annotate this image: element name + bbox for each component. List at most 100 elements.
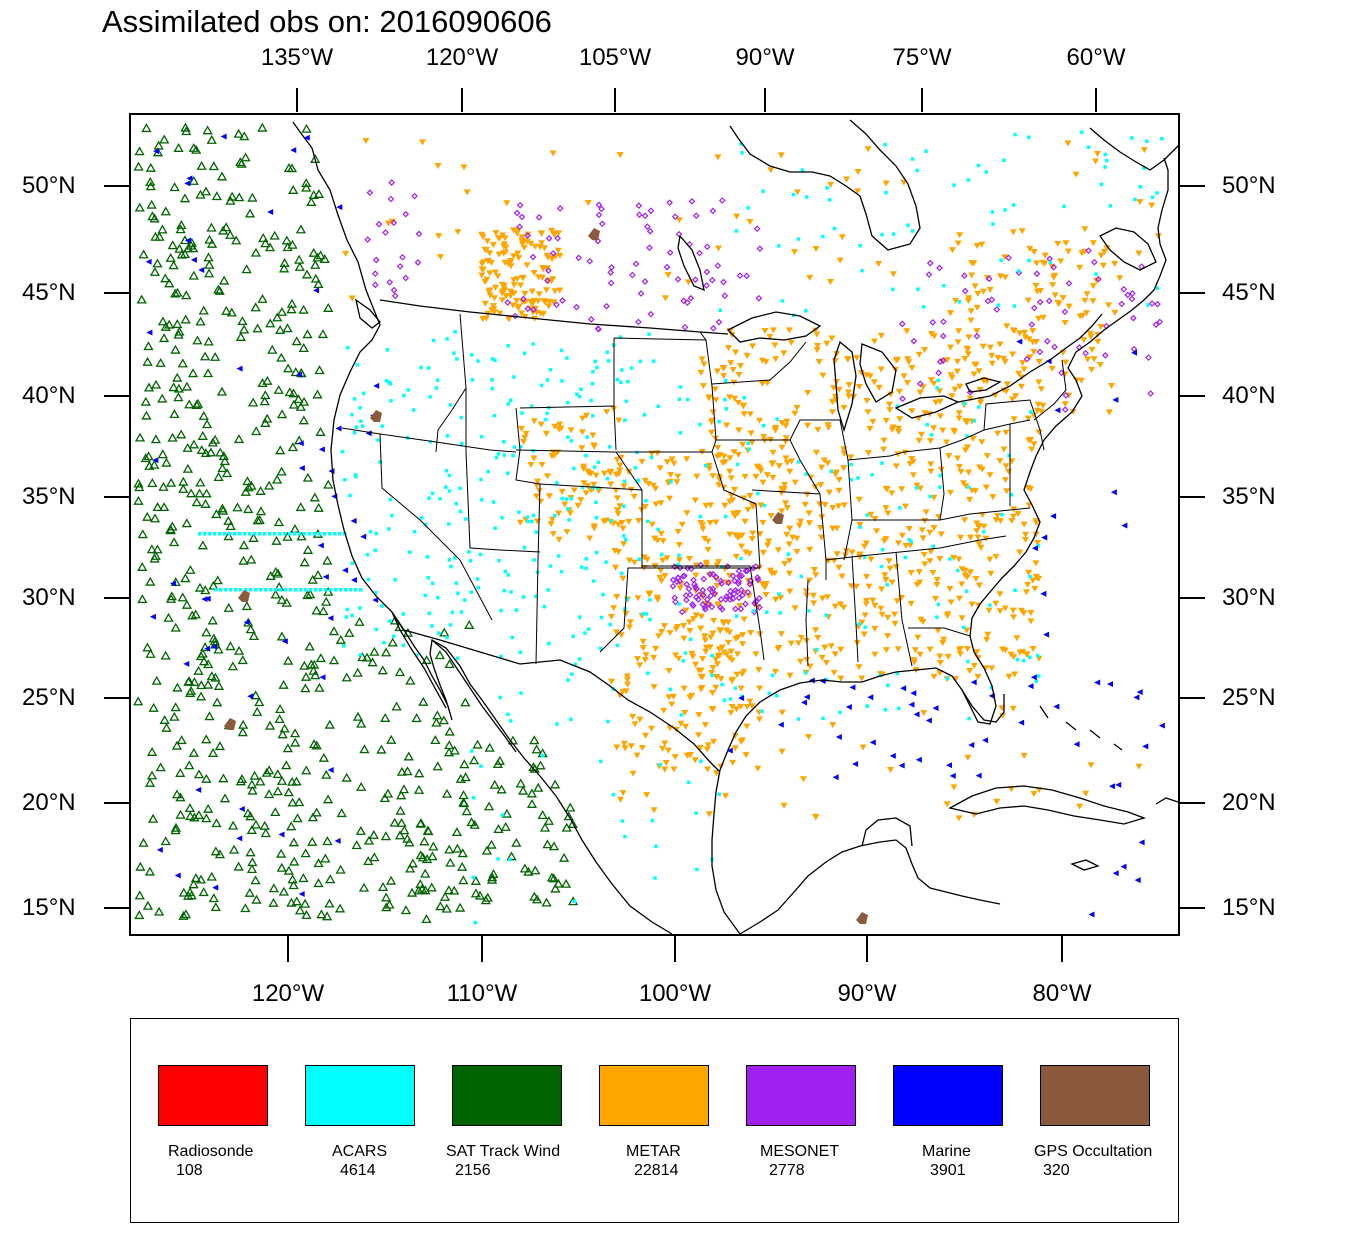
obs-point: [318, 752, 329, 762]
obs-point: [885, 401, 893, 408]
obs-point: [324, 898, 335, 908]
obs-point: [994, 430, 1002, 437]
obs-point: [298, 532, 302, 536]
obs-point: [926, 646, 934, 653]
obs-point: [754, 765, 762, 772]
obs-point: [799, 776, 807, 783]
obs-point: [375, 220, 383, 228]
obs-point: [985, 275, 993, 283]
obs-point: [419, 516, 424, 520]
obs-point: [1021, 658, 1026, 663]
obs-point: [623, 537, 628, 542]
obs-point: [616, 152, 624, 159]
obs-point: [191, 497, 202, 507]
obs-point: [328, 655, 340, 665]
obs-point: [770, 673, 775, 678]
obs-point: [619, 380, 623, 385]
obs-point: [703, 282, 710, 289]
obs-point: [368, 829, 379, 839]
obs-point: [735, 427, 743, 434]
obs-point: [498, 297, 506, 304]
obs-point: [275, 445, 286, 455]
obs-point: [210, 643, 217, 650]
left-lat-label: 15°N: [22, 894, 76, 921]
obs-point: [548, 256, 556, 263]
obs-point: [145, 258, 152, 265]
obs-point: [929, 318, 937, 326]
obs-point: [891, 620, 899, 627]
obs-point: [313, 532, 317, 536]
obs-point: [356, 718, 367, 728]
obs-point: [342, 567, 349, 574]
obs-point: [982, 484, 990, 491]
obs-point: [504, 299, 512, 306]
obs-point: [1026, 354, 1034, 361]
obs-point: [957, 646, 965, 653]
obs-point: [638, 359, 643, 364]
obs-point: [301, 123, 312, 133]
obs-point: [1133, 694, 1140, 701]
obs-point: [268, 532, 272, 536]
obs-point: [1093, 277, 1101, 284]
obs-point: [752, 651, 760, 658]
obs-point: [667, 471, 675, 478]
obs-point: [336, 808, 347, 818]
obs-point: [707, 634, 715, 641]
obs-point: [625, 624, 633, 631]
obs-point: [1120, 285, 1128, 293]
obs-point: [810, 567, 818, 574]
obs-point: [315, 250, 326, 260]
obs-point: [1080, 130, 1084, 135]
obs-point: [1083, 291, 1091, 298]
obs-point: [206, 222, 217, 232]
obs-point: [743, 272, 750, 280]
obs-point: [910, 337, 918, 345]
obs-point: [1034, 679, 1039, 683]
obs-point: [766, 567, 774, 574]
obs-point: [659, 552, 664, 557]
obs-point: [204, 259, 215, 269]
obs-point: [252, 706, 263, 716]
obs-point: [354, 474, 358, 479]
obs-point: [201, 813, 212, 823]
obs-point: [615, 643, 620, 648]
obs-point: [221, 222, 232, 232]
obs-point: [361, 652, 373, 662]
obs-point: [1024, 415, 1032, 422]
obs-point: [514, 305, 522, 312]
top-lon-label: 90°W: [735, 44, 795, 71]
obs-point: [350, 577, 357, 584]
obs-point: [865, 583, 873, 590]
obs-point: [287, 239, 298, 249]
obs-point: [852, 761, 859, 768]
obs-point: [955, 410, 963, 417]
obs-point: [759, 519, 767, 526]
obs-point: [185, 811, 196, 821]
legend-count-acars: 4614: [340, 1162, 376, 1179]
obs-point: [619, 571, 624, 576]
obs-point: [1048, 365, 1056, 372]
obs-point: [1099, 182, 1104, 187]
obs-point: [476, 359, 480, 363]
obs-point: [819, 372, 827, 379]
obs-point: [388, 382, 393, 386]
obs-point: [1087, 333, 1095, 340]
obs-point: [950, 554, 958, 561]
obs-point: [651, 485, 659, 492]
obs-point: [412, 529, 417, 534]
bottom-lon-label: 110°W: [446, 980, 518, 1007]
obs-point: [155, 357, 166, 367]
obs-point: [175, 767, 186, 777]
obs-point: [739, 441, 747, 448]
obs-point: [225, 641, 236, 651]
obs-point: [702, 644, 710, 651]
obs-point: [398, 784, 410, 794]
obs-point: [634, 595, 642, 602]
obs-point: [1160, 136, 1164, 141]
obs-point: [525, 515, 530, 519]
obs-point: [1065, 303, 1073, 310]
obs-point: [150, 231, 161, 241]
obs-point: [262, 375, 273, 385]
obs-point: [342, 250, 350, 257]
obs-point: [348, 295, 356, 302]
